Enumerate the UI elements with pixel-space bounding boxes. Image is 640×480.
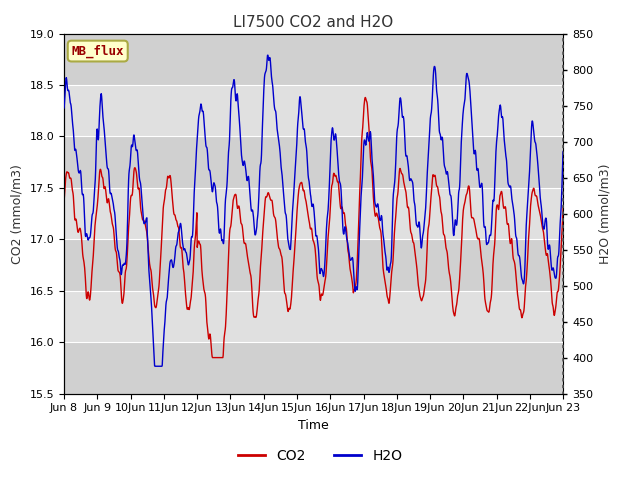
- Text: MB_flux: MB_flux: [72, 44, 124, 58]
- Bar: [64, 188, 563, 240]
- Bar: [64, 34, 563, 85]
- Bar: [64, 342, 563, 394]
- Bar: [64, 240, 563, 291]
- Bar: [64, 85, 563, 136]
- X-axis label: Time: Time: [298, 419, 329, 432]
- Y-axis label: H2O (mmol/m3): H2O (mmol/m3): [599, 163, 612, 264]
- Bar: [64, 136, 563, 188]
- Y-axis label: CO2 (mmol/m3): CO2 (mmol/m3): [11, 164, 24, 264]
- Bar: [64, 291, 563, 342]
- Title: LI7500 CO2 and H2O: LI7500 CO2 and H2O: [234, 15, 394, 30]
- Legend: CO2, H2O: CO2, H2O: [232, 443, 408, 468]
